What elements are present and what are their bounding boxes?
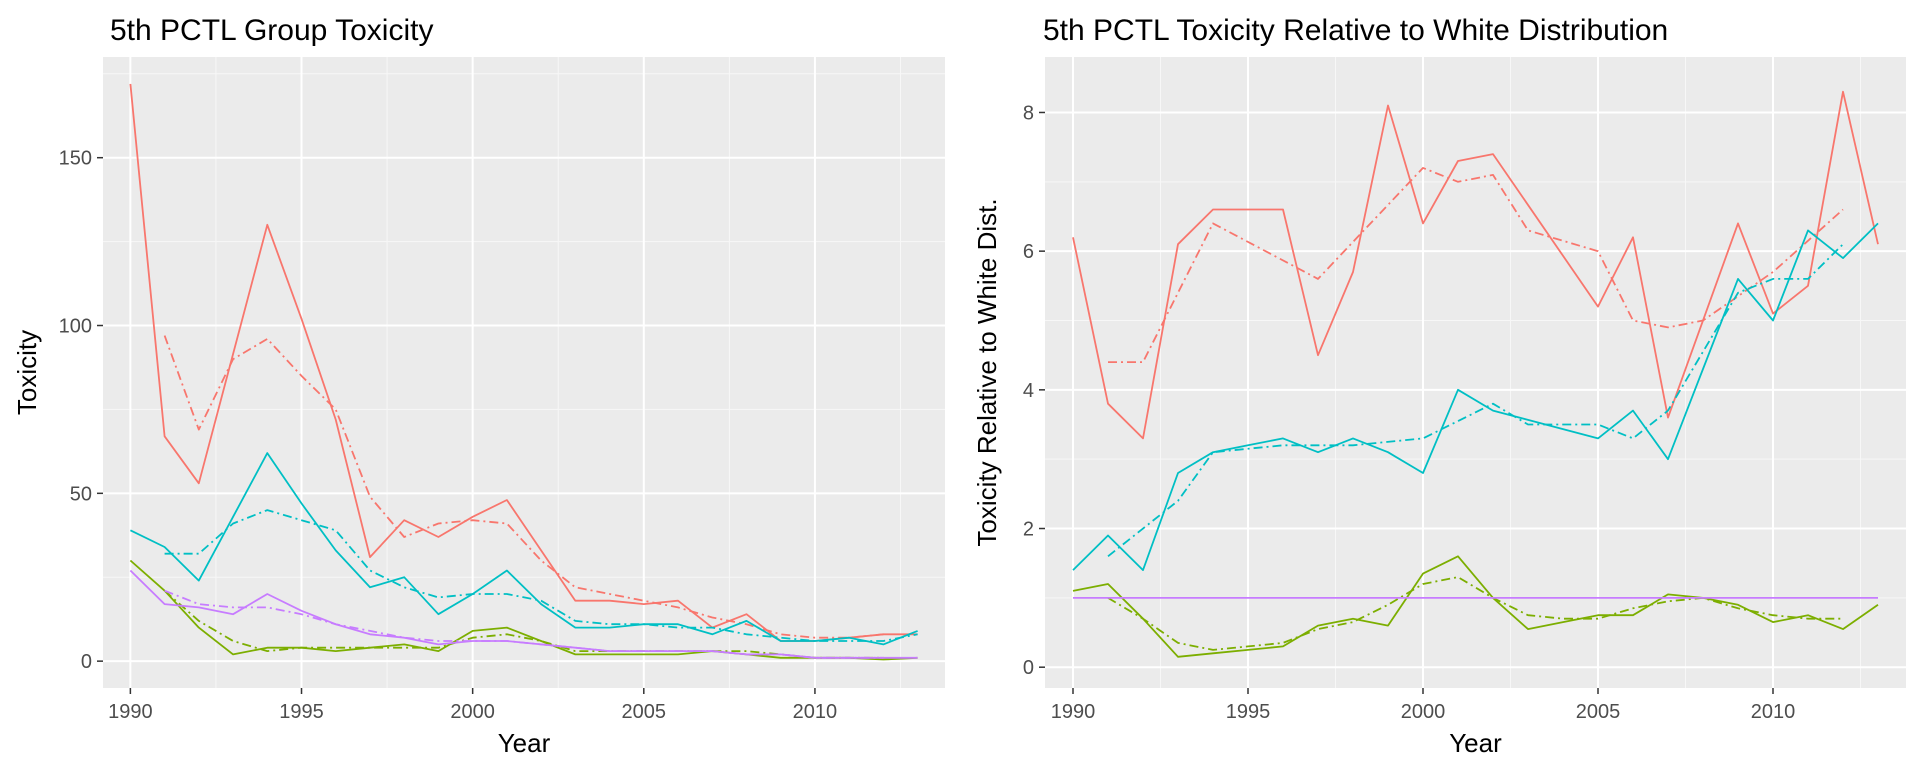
- series-line-3: [164, 509, 918, 642]
- y-tick-label: 0: [81, 651, 92, 673]
- y-axis-label: Toxicity: [12, 330, 42, 415]
- series-line-2: [130, 452, 918, 646]
- x-tick-label: 2005: [622, 701, 667, 723]
- x-tick-label: 2010: [1751, 701, 1796, 723]
- y-tick-label: 150: [59, 148, 92, 170]
- plot-background: [1045, 57, 1906, 688]
- series-line-1: [1108, 166, 1844, 364]
- tick-marks: [97, 156, 816, 694]
- gridlines: [1045, 57, 1906, 688]
- y-tick-label: 4: [1023, 380, 1034, 402]
- x-tick-label: 2000: [1401, 701, 1446, 723]
- left-chart: 1990 1995 2000 2005 2010 0 50 100 150 5th PCTL G…: [12, 14, 945, 758]
- series-line-5: [164, 590, 884, 659]
- x-tick-label: 2000: [450, 701, 495, 723]
- series-line-3: [1107, 243, 1844, 558]
- y-axis-label: Toxicity Relative to White Dist.: [972, 198, 1002, 546]
- tick-marks: [1039, 111, 1774, 694]
- y-tick-label: 0: [1023, 657, 1034, 679]
- tick-labels: 1990 1995 2000 2005 2010 0 2 4 6 8: [1023, 102, 1795, 723]
- x-axis-label: Year: [1449, 728, 1502, 758]
- y-tick-label: 6: [1023, 241, 1034, 263]
- x-tick-label: 1995: [1226, 701, 1271, 723]
- series-line-2: [1072, 222, 1879, 571]
- series-line-7: [164, 589, 884, 659]
- series-line-1: [163, 335, 884, 639]
- y-tick-label: 8: [1023, 102, 1034, 124]
- x-tick-label: 1990: [108, 701, 153, 723]
- plot-background: [103, 57, 945, 688]
- chart-title: 5th PCTL Toxicity Relative to White Dist…: [1043, 14, 1668, 47]
- series-layer: [129, 83, 918, 661]
- series-line-0: [1072, 90, 1879, 440]
- x-tick-label: 1990: [1051, 701, 1096, 723]
- series-line-4: [1072, 555, 1879, 658]
- y-tick-label: 2: [1023, 519, 1034, 541]
- gridlines: [103, 57, 945, 688]
- series-layer: [1072, 90, 1879, 658]
- tick-labels: 1990 1995 2000 2005 2010 0 50 100 150: [59, 148, 838, 723]
- series-line-5: [1107, 576, 1843, 651]
- right-chart: 1990 1995 2000 2005 2010 0 2 4 6 8 5th PCTL Toxic…: [972, 14, 1906, 758]
- x-tick-label: 2005: [1576, 701, 1621, 723]
- x-axis-label: Year: [498, 728, 551, 758]
- y-tick-label: 50: [70, 483, 92, 505]
- chart-title: 5th PCTL Group Toxicity: [110, 14, 433, 47]
- x-tick-label: 1995: [279, 701, 324, 723]
- y-tick-label: 100: [59, 316, 92, 338]
- x-tick-label: 2010: [793, 701, 838, 723]
